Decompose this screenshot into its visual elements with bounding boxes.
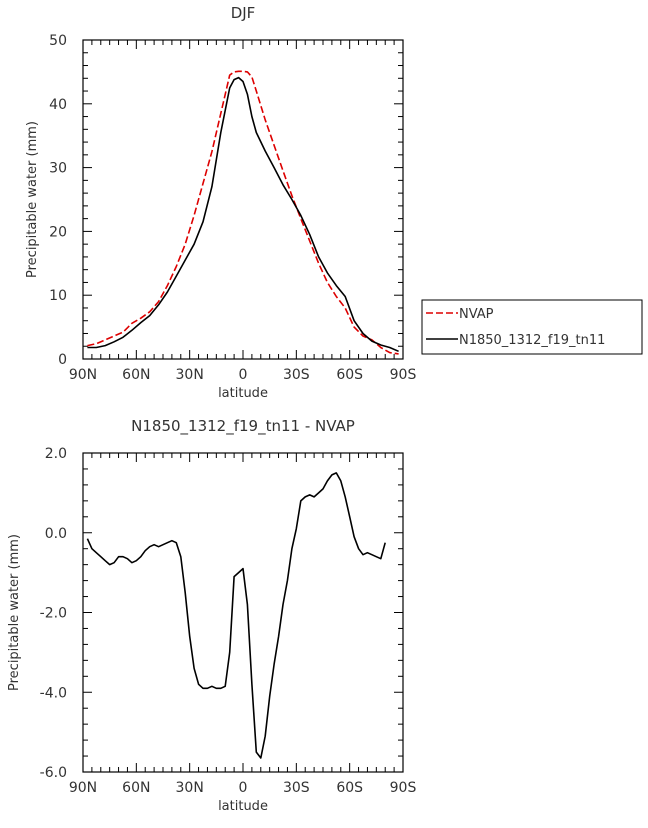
x-tick-label: 60N <box>122 780 150 796</box>
legend-label: NVAP <box>459 307 494 322</box>
chart-title: N1850_1312_f19_tn11 - NVAP <box>131 417 355 436</box>
y-tick-label: 0.0 <box>45 526 67 542</box>
x-axis-label: latitude <box>218 799 268 814</box>
y-tick-label: 50 <box>49 33 67 49</box>
y-tick-label: 20 <box>49 224 67 240</box>
plot-frame <box>82 452 404 773</box>
y-axis-label: Precipitable water (mm) <box>25 121 40 278</box>
x-tick-label: 60N <box>122 367 150 383</box>
y-tick-label: -2.0 <box>40 606 67 622</box>
chart-title: DJF <box>231 4 256 22</box>
series-line-0 <box>86 472 386 759</box>
x-tick-label: 90S <box>390 367 417 383</box>
x-tick-label: 30S <box>283 367 310 383</box>
x-axis-label: latitude <box>218 386 268 401</box>
x-tick-label: 90N <box>69 367 97 383</box>
legend-box <box>421 299 643 355</box>
x-tick-label: 90N <box>69 780 97 796</box>
series-line-nvap <box>87 70 399 355</box>
x-tick-label: 0 <box>239 367 248 383</box>
y-tick-label: -4.0 <box>40 685 67 701</box>
series-line-n1850-1312-f19-tn11 <box>87 76 399 353</box>
x-tick-label: 60S <box>336 367 363 383</box>
x-tick-label: 0 <box>239 780 248 796</box>
y-tick-label: -6.0 <box>40 765 67 781</box>
x-tick-label: 30S <box>283 780 310 796</box>
y-tick-label: 10 <box>49 288 67 304</box>
x-tick-label: 30N <box>176 780 204 796</box>
y-tick-label: 0 <box>58 352 67 368</box>
y-tick-label: 30 <box>49 161 67 177</box>
y-tick-label: 2.0 <box>45 446 67 462</box>
plot-frame <box>82 39 404 360</box>
legend-label: N1850_1312_f19_tn11 <box>459 333 605 348</box>
x-tick-label: 90S <box>390 780 417 796</box>
y-axis-label: Precipitable water (mm) <box>7 534 22 691</box>
x-tick-label: 60S <box>336 780 363 796</box>
y-tick-label: 40 <box>49 97 67 113</box>
x-tick-label: 30N <box>176 367 204 383</box>
